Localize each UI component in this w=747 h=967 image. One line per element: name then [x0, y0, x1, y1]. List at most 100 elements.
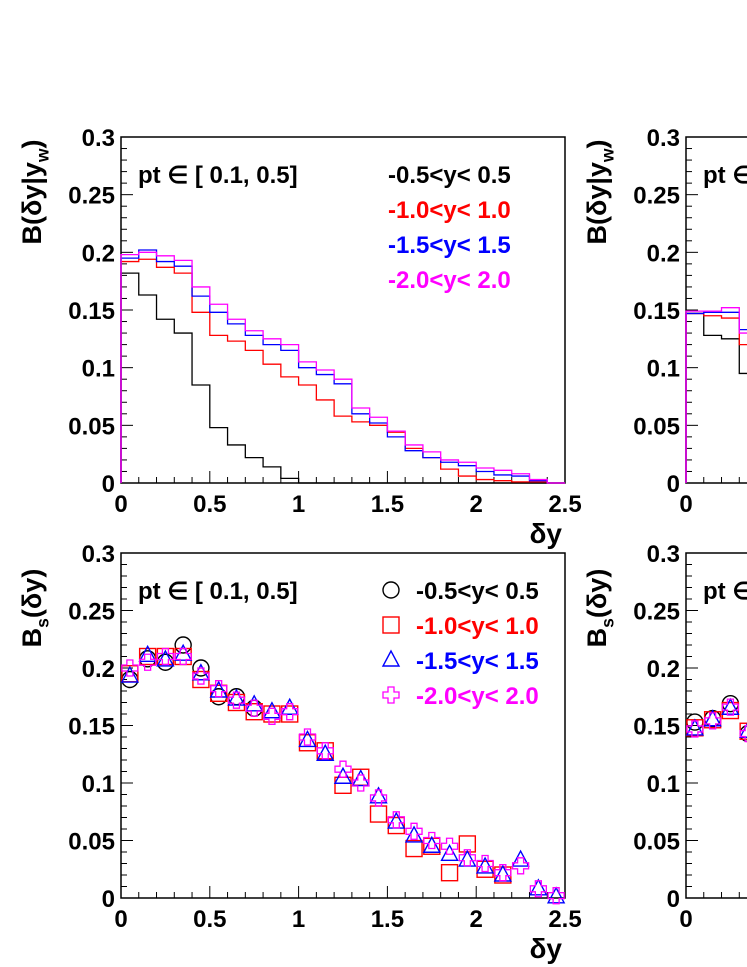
data-point [458, 849, 476, 867]
y-tick-label: 0.15 [68, 298, 115, 325]
y-tick-label: 0.3 [82, 541, 115, 568]
chart-panel-1: 0 0.05 0.1 0.15 0.2 0.25 0.3 0 0.5 1 1.5 2 2.5 B(δy|y… [17, 125, 582, 549]
chart-panel-2: 0 0.05 0.1 0.15 0.2 0.25 0.3 0 0.5 1 1.5 2 2.5 Bs(δy)… [17, 541, 582, 964]
data-point [547, 887, 565, 905]
data-point [280, 697, 299, 715]
legend-entry: -1.5<y< 1.5 [388, 232, 511, 259]
x-tick-label: 0 [679, 491, 692, 518]
data-point [138, 647, 157, 666]
histogram-series-1 [120, 272, 565, 484]
y-tick-label: 0.3 [647, 125, 680, 152]
y-tick-label: 0.25 [633, 599, 680, 626]
data-point [440, 837, 459, 855]
y-tick-label: 0 [102, 886, 115, 913]
y-axis-label: B(δy|yw) [582, 139, 618, 244]
data-point [686, 713, 704, 731]
data-point [546, 886, 566, 904]
y-tick-label: 0.15 [633, 298, 680, 325]
y-tick-label: 0.2 [82, 656, 115, 683]
x-tick-label: 2.5 [548, 491, 581, 518]
data-point [191, 663, 211, 681]
chart-panel-3: 0 0.05 0.1 0.15 0.2 0.25 0.3 0 B(δy|yw) pt ∈ [582, 125, 747, 518]
x-tick-label: 0 [679, 906, 692, 933]
data-point [387, 811, 406, 829]
y-tick-label: 0.25 [633, 183, 680, 210]
data-point [423, 831, 441, 850]
data-point [174, 647, 192, 666]
data-point [298, 729, 317, 748]
y-tick-label: 0.2 [647, 656, 680, 683]
data-point [209, 680, 228, 698]
y-axis-label: B(δy|yw) [17, 139, 53, 244]
legend-entry: -1.0<y< 1.0 [416, 613, 539, 640]
data-point [334, 760, 352, 778]
data-point [316, 742, 334, 760]
y-axis-label: Bs(δy) [17, 569, 53, 648]
data-point [245, 699, 263, 717]
histogram-series-4 [685, 307, 747, 483]
data-point [529, 878, 548, 896]
data-point [138, 644, 157, 663]
data-point [369, 805, 388, 823]
data-point [174, 636, 192, 654]
y-tick-label: 0.1 [647, 356, 680, 383]
chart-panel-4: 0 0.05 0.1 0.15 0.2 0.25 0.3 0 Bs(δy) pt ∈ [582, 541, 747, 933]
data-point [476, 860, 494, 878]
x-axis-label: δy [529, 518, 562, 549]
data-point [422, 835, 441, 853]
data-point [458, 849, 477, 867]
data-point [476, 854, 494, 873]
x-tick-label: 1 [292, 491, 305, 518]
data-point [173, 643, 193, 661]
legend-entry: -0.5<y< 0.5 [416, 578, 539, 605]
data-point [387, 816, 405, 835]
data-point [192, 659, 210, 677]
data-point [298, 734, 317, 752]
data-point [405, 839, 423, 858]
data-point [333, 766, 353, 784]
data-point [387, 811, 405, 829]
y-tick-label: 0 [667, 886, 680, 913]
data-point [209, 684, 228, 702]
legend-entry: -2.0<y< 2.0 [416, 683, 539, 710]
x-tick-label: 1.5 [371, 491, 404, 518]
y-tick-label: 0.1 [82, 356, 115, 383]
data-point [369, 789, 388, 807]
x-tick-label: 2.5 [548, 906, 581, 933]
y-tick-label: 0.2 [647, 240, 680, 267]
data-point [493, 864, 513, 882]
data-point [739, 724, 747, 743]
x-tick-label: 0.5 [193, 906, 226, 933]
y-tick-label: 0.1 [647, 771, 680, 798]
y-tick-label: 0.05 [68, 413, 115, 440]
data-point [440, 843, 459, 861]
y-tick-label: 0 [667, 471, 680, 498]
y-tick-label: 0.2 [82, 240, 115, 267]
legend-entry: -0.5<y< 0.5 [388, 162, 511, 189]
x-tick-label: 2 [470, 906, 483, 933]
legend-entry: -1.0<y< 1.0 [388, 197, 511, 224]
data-point [156, 647, 175, 666]
data-point [352, 774, 370, 792]
legend-marker [382, 686, 400, 704]
y-tick-label: 0.15 [68, 714, 115, 741]
data-point [686, 720, 704, 738]
pt-range-annotation: pt ∈ [703, 162, 747, 189]
data-point [351, 769, 370, 787]
data-point [529, 880, 548, 898]
x-tick-label: 1.5 [371, 906, 404, 933]
x-tick-label: 1 [292, 906, 305, 933]
x-tick-label: 0.5 [193, 491, 226, 518]
data-point [245, 699, 263, 717]
data-point [281, 703, 299, 721]
y-tick-label: 0.25 [68, 599, 115, 626]
data-point [721, 697, 740, 715]
x-tick-label: 0 [114, 491, 127, 518]
y-axis-label: Bs(δy) [582, 569, 618, 648]
pt-range-annotation: pt ∈ [ 0.1, 0.5] [138, 578, 298, 605]
data-point [405, 822, 423, 840]
data-point [738, 722, 747, 738]
y-tick-label: 0.05 [633, 413, 680, 440]
legend-marker [382, 616, 400, 634]
